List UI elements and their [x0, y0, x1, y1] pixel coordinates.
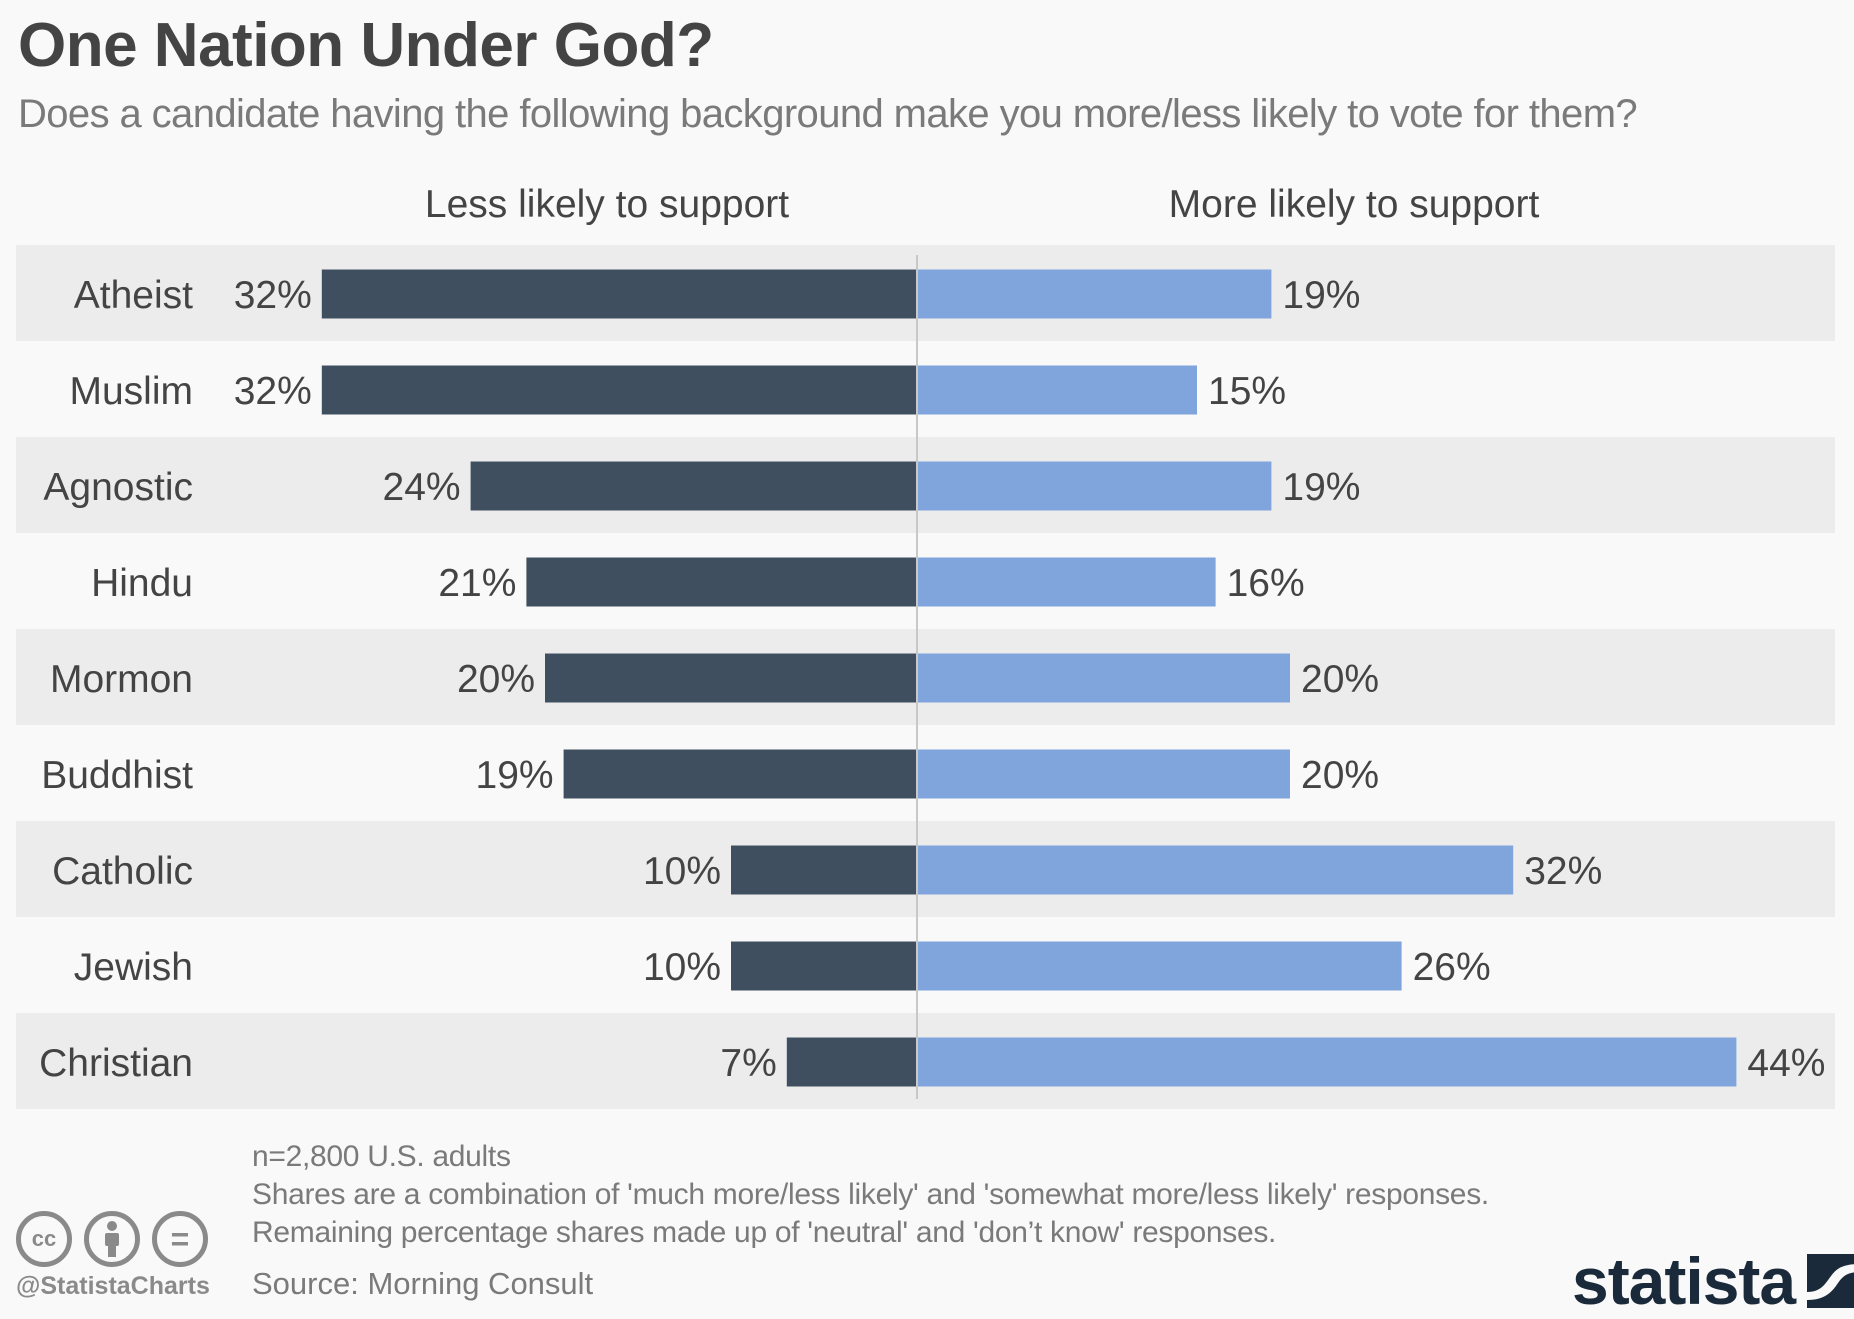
note-sample-size: n=2,800 U.S. adults — [252, 1140, 511, 1173]
data-label-less: 32% — [234, 274, 312, 317]
statista-handle[interactable]: @StatistaCharts — [16, 1272, 210, 1300]
bar-less-mormon — [545, 653, 917, 703]
data-label-more: 16% — [1227, 562, 1305, 605]
category-label: Jewish — [74, 946, 193, 989]
statista-logo-mark-icon — [1807, 1254, 1854, 1308]
data-label-less: 7% — [720, 1042, 776, 1085]
category-label: Muslim — [70, 370, 194, 413]
bar-more-christian — [918, 1037, 1737, 1087]
statista-logo-text: statista — [1572, 1244, 1796, 1318]
data-label-more: 20% — [1301, 658, 1379, 701]
bar-less-catholic — [731, 845, 917, 895]
source-text: Source: Morning Consult — [252, 1266, 594, 1301]
category-label: Atheist — [74, 274, 193, 317]
bar-more-agnostic — [918, 461, 1272, 511]
data-label-more: 20% — [1301, 754, 1379, 797]
category-label: Buddhist — [41, 754, 193, 797]
bar-less-atheist — [321, 269, 917, 319]
data-label-more: 19% — [1282, 274, 1360, 317]
bar-less-buddhist — [563, 749, 917, 799]
statista-logo[interactable]: statista — [1572, 1243, 1854, 1319]
no-derivatives-icon: = — [152, 1211, 208, 1267]
data-label-less: 20% — [457, 658, 535, 701]
note-remaining: Remaining percentage shares made up of '… — [252, 1216, 1277, 1249]
data-label-more: 19% — [1282, 466, 1360, 509]
bar-less-muslim — [321, 365, 917, 415]
legend-less-likely: Less likely to support — [424, 183, 790, 226]
bar-more-atheist — [918, 269, 1272, 319]
bar-more-catholic — [918, 845, 1514, 895]
bar-more-mormon — [918, 653, 1290, 703]
bar-more-muslim — [918, 365, 1197, 415]
bar-less-jewish — [731, 941, 917, 991]
category-label: Christian — [39, 1042, 193, 1085]
attribution-icon — [84, 1211, 140, 1267]
bar-more-jewish — [918, 941, 1402, 991]
cc-icon: cc — [16, 1211, 72, 1267]
chart-subtitle: Does a candidate having the following ba… — [18, 92, 1638, 136]
data-label-more: 32% — [1524, 850, 1602, 893]
category-label: Catholic — [52, 850, 193, 893]
note-shares: Shares are a combination of 'much more/l… — [252, 1178, 1489, 1211]
data-label-more: 15% — [1208, 370, 1286, 413]
legend-more-likely: More likely to support — [1168, 183, 1540, 226]
category-label: Agnostic — [43, 466, 193, 509]
cc-icon-label: cc — [31, 1226, 57, 1251]
data-label-less: 24% — [383, 466, 461, 509]
category-label: Mormon — [50, 658, 193, 701]
bar-less-christian — [786, 1037, 917, 1087]
footer-notes: n=2,800 U.S. adults Shares are a combina… — [252, 1138, 1489, 1252]
bar-less-hindu — [526, 557, 917, 607]
bar-less-agnostic — [470, 461, 917, 511]
data-label-more: 44% — [1747, 1042, 1825, 1085]
bar-more-buddhist — [918, 749, 1290, 799]
data-label-less: 21% — [438, 562, 516, 605]
nd-icon-label: = — [170, 1220, 190, 1257]
data-label-less: 32% — [234, 370, 312, 413]
data-label-less: 10% — [643, 946, 721, 989]
data-label-less: 19% — [476, 754, 554, 797]
bar-more-hindu — [918, 557, 1216, 607]
data-label-less: 10% — [643, 850, 721, 893]
data-label-more: 26% — [1413, 946, 1491, 989]
chart-title: One Nation Under God? — [18, 11, 714, 80]
license-icons[interactable]: cc = — [16, 1211, 208, 1267]
category-label: Hindu — [91, 562, 193, 605]
